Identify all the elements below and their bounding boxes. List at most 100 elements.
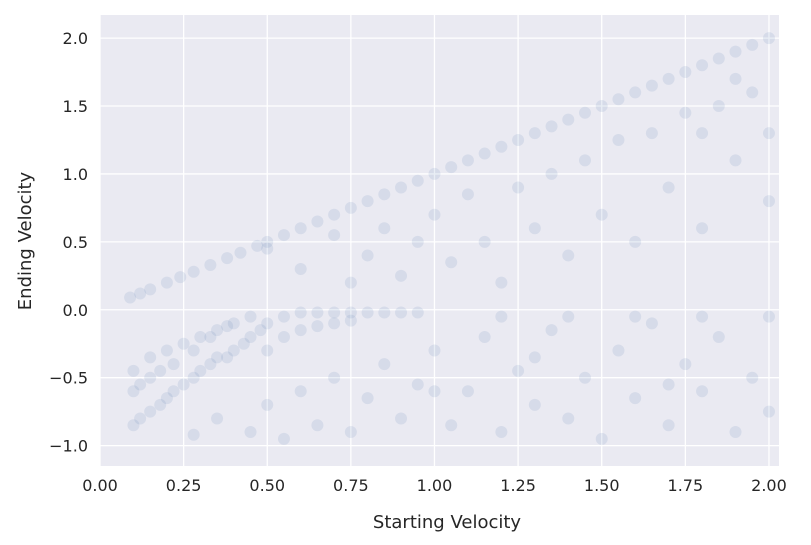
data-point [696, 385, 709, 398]
data-point [144, 283, 157, 296]
data-point [328, 317, 341, 330]
data-point [495, 140, 508, 153]
data-point [762, 310, 775, 323]
plot-area [100, 15, 779, 466]
data-point [160, 276, 173, 289]
data-point [528, 127, 541, 140]
x-tick-label: 0.25 [166, 476, 202, 495]
data-point [428, 208, 441, 221]
data-point [378, 188, 391, 201]
data-point [528, 398, 541, 411]
series-dense-wedge-negative-rising- [127, 306, 424, 432]
data-point [612, 133, 625, 146]
data-point [328, 208, 341, 221]
data-point [696, 222, 709, 235]
data-point [124, 291, 137, 304]
data-point [562, 249, 575, 262]
data-point [344, 306, 357, 319]
data-point [311, 419, 324, 432]
data-point [545, 120, 558, 133]
data-point [204, 358, 217, 371]
data-point [679, 106, 692, 119]
data-point [344, 314, 357, 327]
data-point [762, 127, 775, 140]
data-point [294, 306, 307, 319]
data-point [187, 265, 200, 278]
series-negative-scatter [187, 310, 775, 445]
data-point [562, 310, 575, 323]
data-point [746, 86, 759, 99]
data-point [712, 52, 725, 65]
data-point [696, 127, 709, 140]
data-point [344, 276, 357, 289]
data-point [244, 310, 257, 323]
data-point [361, 249, 374, 262]
data-point [187, 428, 200, 441]
data-point [712, 100, 725, 113]
data-point [361, 392, 374, 405]
data-point [411, 174, 424, 187]
data-point [478, 235, 491, 248]
data-point [411, 378, 424, 391]
data-point [160, 344, 173, 357]
data-point [227, 317, 240, 330]
data-point [134, 378, 147, 391]
grid-lines [99, 15, 779, 466]
data-point [187, 344, 200, 357]
data-point [445, 161, 458, 174]
data-point [461, 385, 474, 398]
data-point [160, 392, 173, 405]
data-point [361, 195, 374, 208]
data-point [261, 242, 274, 255]
data-point [445, 256, 458, 269]
x-axis-ticks: 0.00 0.25 0.50 0.75 1.00 1.25 1.50 1.75 2.00 [82, 476, 787, 495]
data-point [428, 344, 441, 357]
data-point [579, 371, 591, 384]
data-point [134, 287, 147, 300]
data-point [729, 72, 742, 85]
data-point [237, 337, 250, 350]
data-point [478, 147, 491, 160]
data-point [495, 276, 508, 289]
data-point [512, 364, 525, 377]
data-point [127, 385, 140, 398]
data-point [696, 310, 709, 323]
data-point [134, 412, 147, 425]
x-tick-label: 0.00 [82, 476, 118, 495]
x-axis-label: Starting Velocity [373, 512, 521, 533]
y-axis-ticks: −1.0 −0.5 0.0 0.5 1.0 1.5 2.0 [49, 29, 88, 456]
y-tick-label: −1.0 [49, 437, 88, 456]
data-point [277, 310, 290, 323]
data-point [221, 320, 234, 333]
data-point [545, 167, 558, 180]
data-point [545, 324, 558, 337]
data-point [294, 385, 307, 398]
series-positive-scatter [261, 72, 775, 289]
data-point [411, 235, 424, 248]
data-point [221, 351, 234, 364]
y-axis-label: Ending Velocity [15, 171, 36, 310]
data-point [528, 222, 541, 235]
data-point [328, 306, 341, 319]
data-point [378, 306, 391, 319]
data-point [595, 100, 608, 113]
data-point [144, 371, 157, 384]
data-point [746, 371, 759, 384]
data-point [629, 392, 642, 405]
data-point [395, 412, 408, 425]
data-point [294, 263, 307, 276]
data-point [277, 330, 290, 343]
data-point [512, 181, 525, 194]
data-point [762, 32, 775, 45]
data-point [211, 324, 224, 337]
data-point [167, 385, 180, 398]
data-point [378, 222, 391, 235]
y-tick-label: 0.5 [63, 233, 88, 252]
data-point [395, 181, 408, 194]
data-point [662, 419, 675, 432]
data-point [662, 378, 675, 391]
data-point [311, 215, 324, 228]
data-point [261, 344, 274, 357]
data-point [428, 385, 441, 398]
data-point [679, 358, 692, 371]
